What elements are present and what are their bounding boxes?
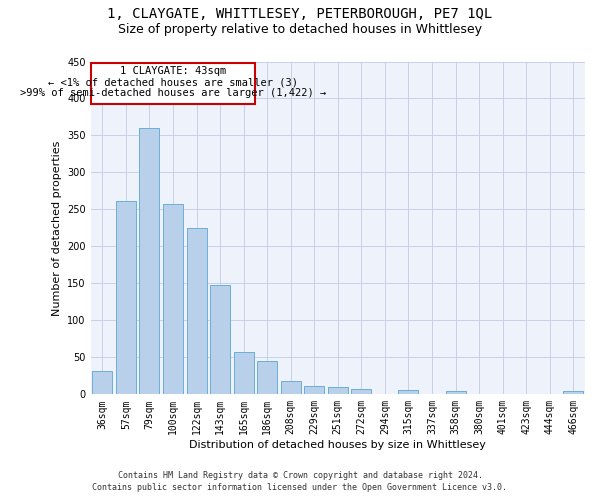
Bar <box>163 204 183 394</box>
X-axis label: Distribution of detached houses by size in Whittlesey: Distribution of detached houses by size … <box>190 440 486 450</box>
Text: Contains HM Land Registry data © Crown copyright and database right 2024.
Contai: Contains HM Land Registry data © Crown c… <box>92 471 508 492</box>
Text: 1, CLAYGATE, WHITTLESEY, PETERBOROUGH, PE7 1QL: 1, CLAYGATE, WHITTLESEY, PETERBOROUGH, P… <box>107 8 493 22</box>
Text: >99% of semi-detached houses are larger (1,422) →: >99% of semi-detached houses are larger … <box>20 88 326 99</box>
Bar <box>91 63 256 104</box>
Bar <box>304 386 324 394</box>
Bar <box>210 285 230 395</box>
Bar <box>257 361 277 394</box>
Text: 1 CLAYGATE: 43sqm: 1 CLAYGATE: 43sqm <box>120 66 226 76</box>
Bar <box>92 372 112 394</box>
Bar <box>352 389 371 394</box>
Bar <box>446 392 466 394</box>
Bar <box>116 202 136 394</box>
Bar <box>328 387 348 394</box>
Bar <box>233 352 254 395</box>
Y-axis label: Number of detached properties: Number of detached properties <box>52 140 62 316</box>
Bar <box>398 390 418 394</box>
Text: ← <1% of detached houses are smaller (3): ← <1% of detached houses are smaller (3) <box>48 77 298 87</box>
Bar <box>139 128 160 394</box>
Bar <box>563 392 583 394</box>
Bar <box>187 228 206 394</box>
Text: Size of property relative to detached houses in Whittlesey: Size of property relative to detached ho… <box>118 22 482 36</box>
Bar <box>281 381 301 394</box>
